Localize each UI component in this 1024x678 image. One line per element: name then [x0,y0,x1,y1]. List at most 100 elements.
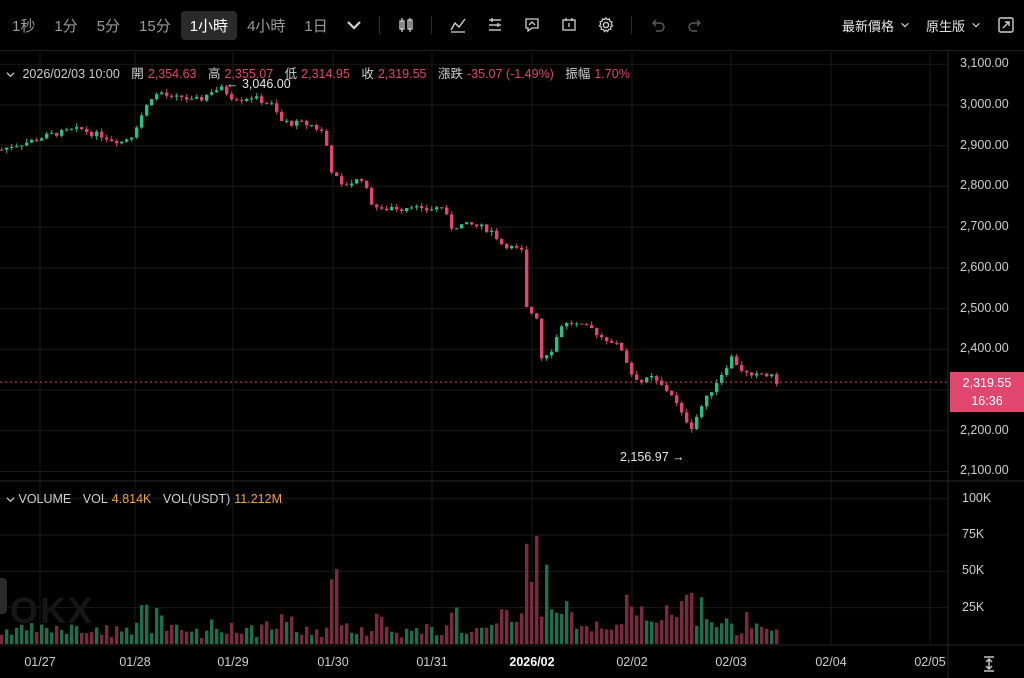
close-label: 收 [361,67,374,81]
candle-body [35,139,39,141]
candle-body [495,230,499,240]
candle-body [330,145,334,173]
candle-body [545,355,549,359]
volume-bar [460,632,464,644]
candle-body [540,318,544,359]
volume-bar [185,631,189,644]
candle-body [420,206,424,209]
undo-icon[interactable] [647,14,669,36]
candle-body [695,416,699,429]
volume-bar [415,628,419,644]
gear-icon[interactable] [595,14,617,36]
candle-body [505,244,509,249]
volume-bar [685,594,689,644]
volume-bar [600,628,604,644]
volume-tick-label: 50K [962,563,985,578]
volume-bar [155,608,159,644]
candle-body [355,179,359,184]
volume-bar [755,623,759,644]
volume-bar [525,543,529,644]
volume-bar [540,616,544,644]
reset-zoom-icon[interactable] [980,655,998,673]
volume-bar [745,612,749,644]
candle-body [395,206,399,210]
candle-body [255,96,259,99]
candle-body [630,362,634,375]
candle-body [20,145,24,147]
timeframe-3[interactable]: 15分 [139,17,171,35]
candle-body [200,97,204,101]
candle-body [90,132,94,137]
volume-bar [545,564,549,644]
indicators-icon[interactable] [447,14,469,36]
chart-style-label: 原生版 [925,18,965,34]
volume-bar [30,623,34,644]
volume-bar [95,627,99,644]
alert-icon[interactable] [558,14,580,36]
amplitude-label: 振幅 [565,67,591,81]
list-settings-icon[interactable] [484,14,506,36]
volume-bar [255,637,259,644]
timeframe-0[interactable]: 1秒 [12,17,36,35]
candle-body [640,379,644,383]
volume-bar [295,632,299,644]
candle-body [580,323,584,325]
timeframe-2[interactable]: 5分 [96,17,121,35]
time-tick-label: 02/02 [616,655,648,669]
time-tick-label: 01/29 [217,655,249,669]
candle-body [690,422,694,429]
candle-body [705,395,709,407]
chart-style-dropdown[interactable]: 原生版 [926,16,981,35]
candle-style-icon[interactable] [395,14,417,36]
candle-body [230,94,234,100]
time-tick-label: 02/03 [715,655,747,669]
candle-body [390,206,394,211]
volume-bar [220,632,224,644]
volume-bar [290,616,294,644]
timeframe-6[interactable]: 1日 [304,17,328,35]
volume-bar [55,625,59,644]
candle-body [225,86,229,95]
candle-body [270,103,274,105]
price-tick-label: 2,800.00 [960,178,1009,193]
chevron-down-icon[interactable] [6,495,15,504]
timeframe-1[interactable]: 1分 [54,17,78,35]
candle-body [770,374,774,377]
drawing-tool-icon[interactable] [521,14,543,36]
volume-bar [200,637,204,644]
side-panel-handle[interactable] [0,578,7,614]
volume-bar [105,625,109,644]
timeframe-4[interactable]: 1小時 [180,10,238,40]
chevron-down-icon[interactable] [343,14,365,36]
chevron-down-icon[interactable] [6,70,15,79]
volume-bar [250,625,254,644]
candle-body [110,139,114,142]
candle-body [600,335,604,338]
volume-tick-label: 100K [962,490,992,505]
volume-bar [75,626,79,644]
volume-bar [60,629,64,644]
candle-body [410,207,414,209]
price-type-dropdown[interactable]: 最新價格 [842,16,910,35]
candle-body [430,209,434,211]
volume-bar [330,579,334,644]
fullscreen-icon[interactable] [997,16,1015,34]
candle-body [490,230,494,232]
candle-body [465,222,469,225]
candle-body [40,138,44,141]
volume-bar [240,633,244,644]
timeframe-5[interactable]: 4小時 [247,17,286,35]
volume-bar [370,631,374,644]
volume-bar [475,628,479,644]
candle-body [380,207,384,209]
volume-bar [510,621,514,644]
candle-body [660,380,664,385]
candle-body [745,370,749,373]
volume-bar [335,569,339,644]
volume-bar [400,637,404,644]
candle-body [385,208,389,211]
volume-bar [205,630,209,644]
redo-icon[interactable] [684,14,706,36]
volume-bar [380,616,384,644]
